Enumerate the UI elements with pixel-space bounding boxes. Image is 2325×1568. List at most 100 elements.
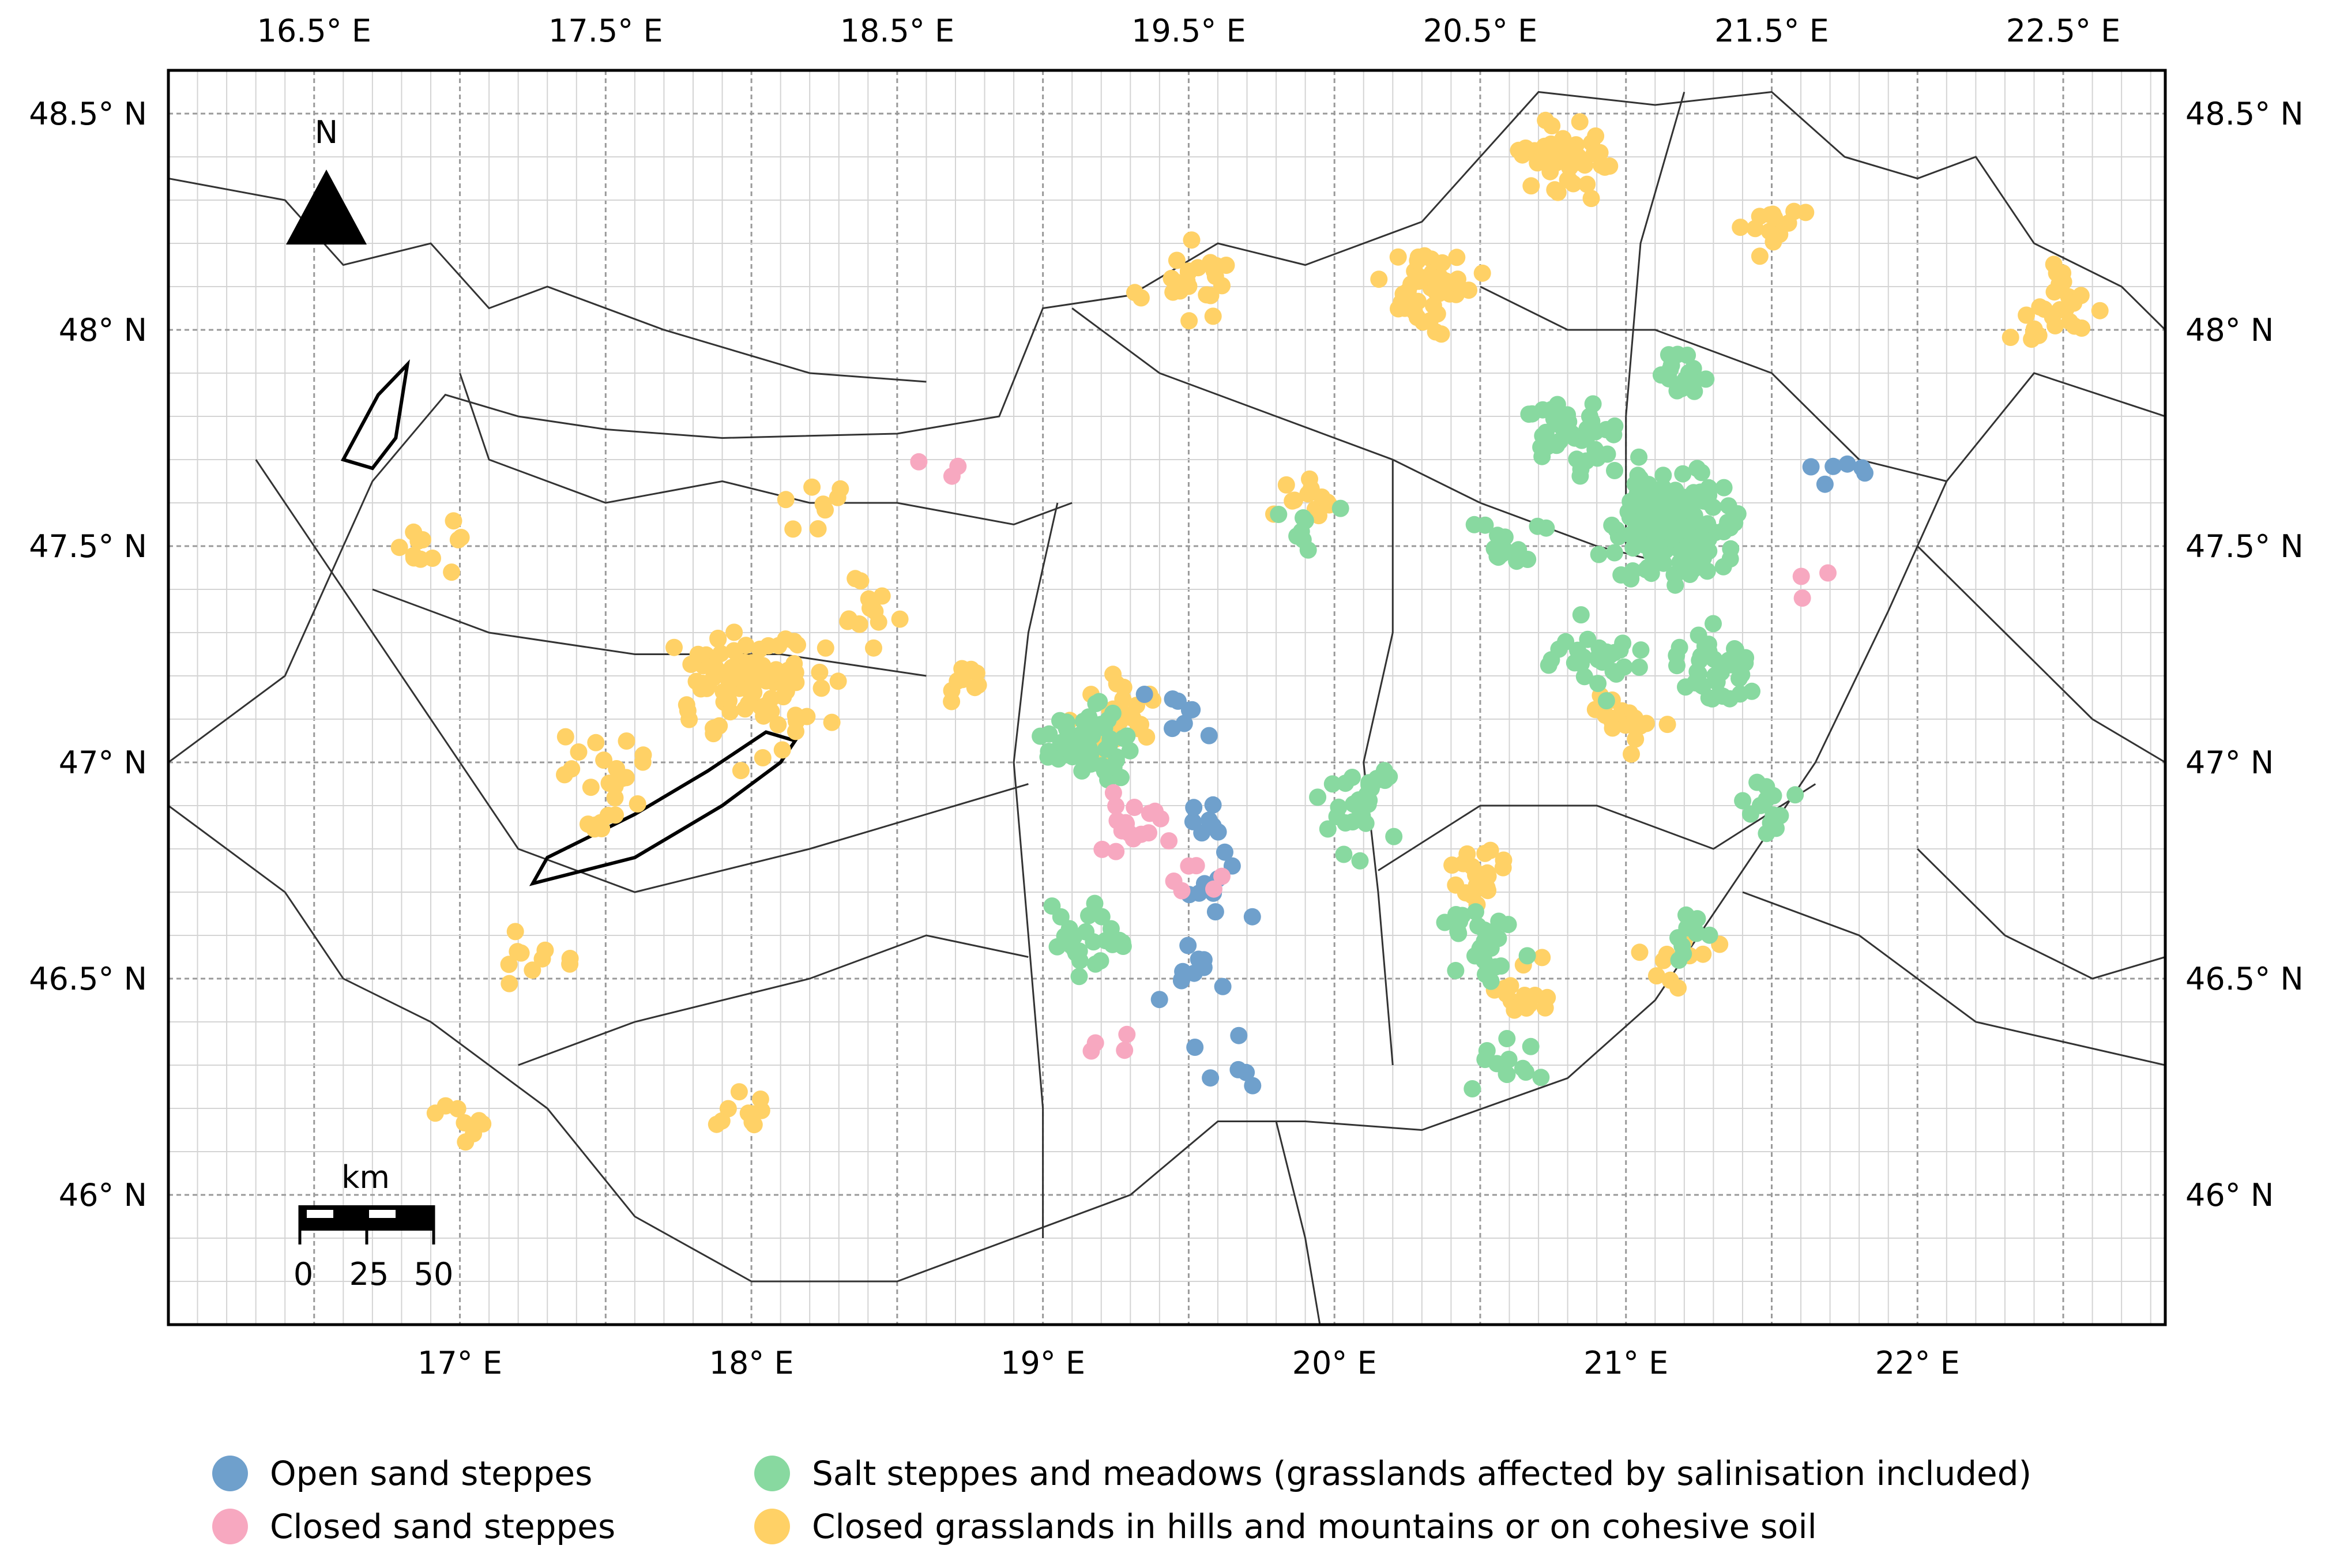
point-closed_grass — [1202, 254, 1219, 272]
point-salt — [1705, 650, 1723, 668]
point-closed_grass — [817, 639, 834, 657]
point-closed_grass — [1732, 219, 1750, 236]
left-tick-label: 46° N — [59, 1177, 147, 1213]
point-closed_grass — [556, 728, 574, 746]
point-salt — [1517, 1063, 1535, 1081]
point-closed_grass — [2031, 298, 2049, 316]
point-closed_grass — [1115, 678, 1133, 696]
point-closed_grass — [751, 1091, 769, 1108]
legend-marker-closed-sand — [212, 1509, 248, 1544]
point-closed_grass — [1302, 480, 1320, 498]
top-tick-label: 18.5° E — [840, 13, 955, 49]
point-salt — [1499, 916, 1517, 934]
point-closed_sand — [1819, 564, 1837, 582]
point-closed_sand — [1792, 567, 1810, 585]
point-closed_sand — [910, 453, 928, 471]
point-salt — [1084, 717, 1102, 735]
point-closed_grass — [1623, 745, 1640, 763]
point-open_sand — [1243, 908, 1261, 926]
point-closed_grass — [1389, 248, 1407, 266]
point-salt — [1097, 740, 1115, 758]
point-salt — [1606, 417, 1624, 435]
point-closed_grass — [595, 751, 613, 769]
point-closed_grass — [1694, 945, 1712, 963]
point-closed_sand — [1118, 815, 1135, 833]
left-tick-label: 48.5° N — [29, 96, 147, 132]
legend-marker-open-sand — [212, 1456, 248, 1491]
point-closed_sand — [1104, 784, 1122, 802]
point-closed_grass — [740, 680, 758, 698]
top-tick-label: 21.5° E — [1714, 13, 1829, 49]
point-closed_grass — [680, 710, 698, 728]
point-closed_sand — [1093, 840, 1111, 858]
top-tick-label: 19.5° E — [1131, 13, 1246, 49]
point-closed_grass — [725, 642, 743, 660]
point-closed_grass — [1526, 142, 1544, 160]
point-salt — [1359, 795, 1377, 813]
point-salt — [1510, 541, 1528, 559]
point-open_sand — [1853, 459, 1871, 477]
point-closed_grass — [1564, 140, 1582, 157]
point-closed_grass — [784, 520, 802, 538]
point-closed_grass — [1771, 225, 1789, 243]
point-closed_grass — [1443, 856, 1461, 874]
point-closed_grass — [1582, 190, 1600, 208]
point-open_sand — [1164, 690, 1182, 708]
point-closed_sand — [1082, 1042, 1100, 1060]
point-salt — [1099, 711, 1117, 729]
top-tick-label: 20.5° E — [1423, 13, 1538, 49]
point-closed_grass — [860, 590, 878, 608]
point-open_sand — [1802, 458, 1820, 476]
point-closed_sand — [1160, 832, 1178, 850]
point-closed_grass — [809, 520, 827, 537]
point-salt — [1662, 356, 1680, 374]
point-salt — [1589, 675, 1607, 693]
point-closed_sand — [1107, 797, 1125, 815]
point-closed_grass — [1546, 181, 1564, 199]
point-salt — [1118, 727, 1136, 745]
legend-label-open-sand: Open sand steppes — [270, 1454, 593, 1493]
right-tick-label: 47° N — [2185, 744, 2274, 781]
point-salt — [1692, 676, 1710, 694]
point-closed_grass — [437, 1097, 454, 1115]
point-closed_grass — [1457, 884, 1474, 902]
point-salt — [1721, 519, 1739, 537]
point-salt — [1450, 924, 1468, 942]
top-tick-label: 22.5° E — [2006, 13, 2121, 49]
point-salt — [1685, 536, 1703, 554]
point-closed_grass — [2046, 317, 2064, 334]
point-closed_grass — [769, 716, 787, 734]
legend-item-closed-grasslands: Closed grasslands in hills and mountains… — [754, 1503, 1817, 1550]
point-closed_grass — [829, 672, 847, 690]
point-closed_grass — [1284, 492, 1301, 510]
point-closed_grass — [720, 674, 738, 691]
point-closed_grass — [1448, 249, 1466, 266]
point-closed_grass — [1498, 985, 1515, 1003]
point-closed_grass — [665, 638, 683, 656]
point-open_sand — [1150, 991, 1168, 1009]
scale-bar: km 0 25 50 — [294, 1159, 454, 1292]
point-salt — [1671, 638, 1688, 656]
point-salt — [1715, 479, 1733, 497]
point-salt — [1330, 798, 1348, 816]
point-salt — [1048, 938, 1066, 956]
point-open_sand — [1229, 1061, 1247, 1078]
observation-points — [390, 111, 2109, 1151]
point-closed_grass — [954, 662, 972, 680]
point-closed_grass — [1124, 709, 1142, 727]
point-salt — [1102, 920, 1120, 938]
point-closed_grass — [1537, 111, 1555, 129]
point-closed_grass — [812, 679, 830, 697]
point-closed_grass — [739, 1104, 757, 1122]
point-closed_grass — [1520, 996, 1538, 1014]
point-salt — [1786, 786, 1804, 804]
point-salt — [1696, 637, 1714, 655]
point-closed_sand — [1141, 804, 1158, 822]
legend-item-open-sand: Open sand steppes — [212, 1450, 592, 1496]
point-closed_sand — [1116, 1041, 1134, 1059]
point-closed_grass — [1564, 155, 1582, 172]
point-salt — [1687, 924, 1705, 942]
right-tick-label: 48.5° N — [2185, 96, 2304, 132]
point-closed_sand — [1173, 882, 1191, 900]
